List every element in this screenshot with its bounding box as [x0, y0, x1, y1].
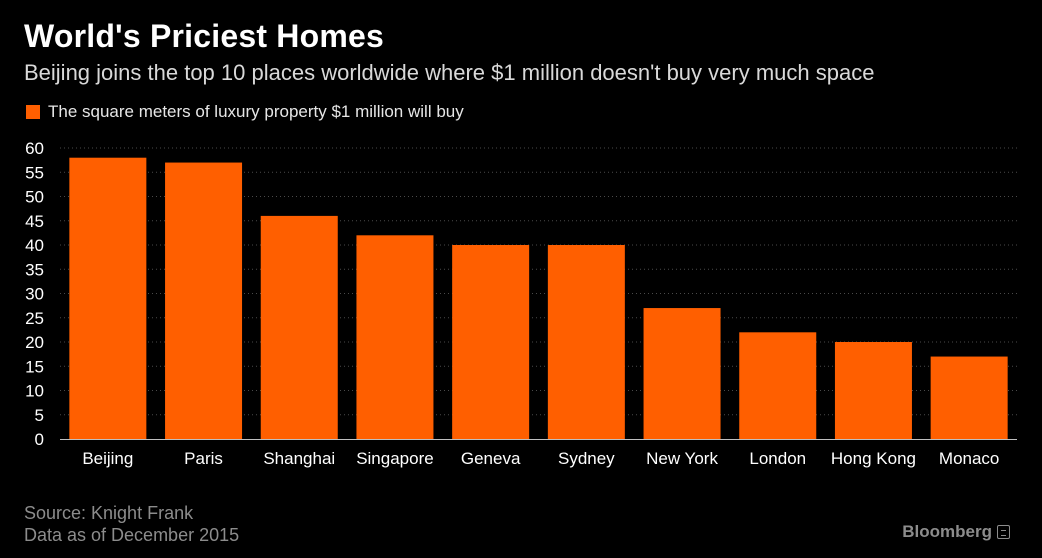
- data-date-line: Data as of December 2015: [24, 525, 240, 545]
- bar: [834, 342, 912, 439]
- bar: [643, 308, 721, 439]
- x-tick-label: Hong Kong: [831, 449, 916, 468]
- source-line: Source: Knight Frank: [24, 503, 194, 523]
- y-tick-label: 20: [25, 333, 44, 352]
- bar: [452, 245, 530, 439]
- x-tick-label: Shanghai: [263, 449, 335, 468]
- y-tick-label: 0: [35, 430, 44, 449]
- bar: [165, 162, 243, 440]
- x-tick-label: Beijing: [82, 449, 133, 468]
- source-note: Source: Knight Frank Data as of December…: [24, 502, 239, 546]
- bar: [739, 332, 817, 439]
- y-tick-label: 50: [25, 188, 44, 207]
- y-tick-label: 55: [25, 163, 44, 182]
- bar: [547, 245, 625, 439]
- y-tick-label: 10: [25, 382, 44, 401]
- y-tick-label: 40: [25, 236, 44, 255]
- x-tick-label: New York: [646, 449, 718, 468]
- x-tick-label: London: [749, 449, 806, 468]
- legend: The square meters of luxury property $1 …: [26, 102, 464, 122]
- y-tick-label: 45: [25, 212, 44, 231]
- chart-subtitle: Beijing joins the top 10 places worldwid…: [24, 60, 875, 85]
- bar: [930, 356, 1008, 439]
- chart-title: World's Priciest Homes: [24, 18, 384, 54]
- y-tick-label: 5: [35, 406, 44, 425]
- bar: [69, 157, 147, 439]
- y-tick-label: 15: [25, 357, 44, 376]
- brand-wordmark: Bloomberg: [902, 522, 992, 541]
- y-tick-label: 60: [25, 139, 44, 158]
- legend-label: The square meters of luxury property $1 …: [48, 102, 464, 121]
- x-tick-label: Geneva: [461, 449, 521, 468]
- y-tick-label: 30: [25, 285, 44, 304]
- y-tick-label: 25: [25, 309, 44, 328]
- x-tick-label: Paris: [184, 449, 223, 468]
- brand-logo: Bloomberg: [902, 522, 1010, 542]
- legend-swatch: [26, 105, 40, 119]
- bar: [260, 215, 338, 439]
- x-tick-label: Monaco: [939, 449, 999, 468]
- bar: [356, 235, 434, 439]
- x-tick-label: Sydney: [558, 449, 615, 468]
- brand-icon: [997, 525, 1010, 539]
- x-tick-label: Singapore: [356, 449, 434, 468]
- y-tick-label: 35: [25, 260, 44, 279]
